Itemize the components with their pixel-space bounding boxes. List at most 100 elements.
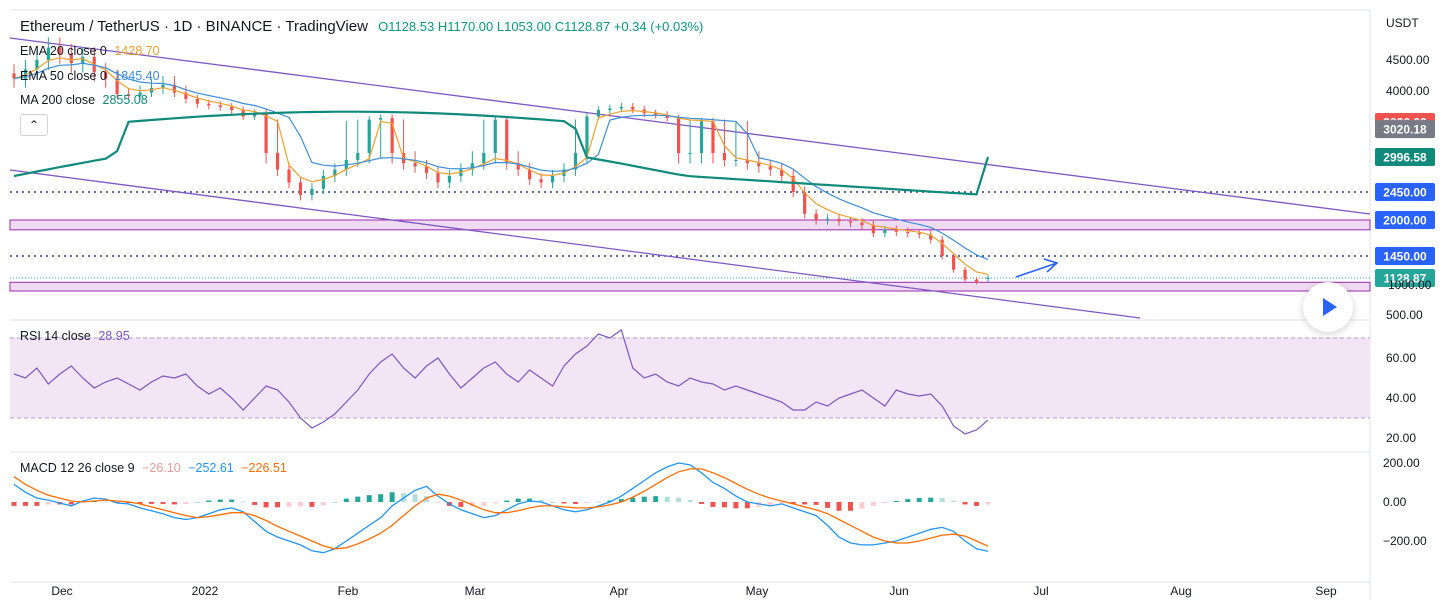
candle (172, 84, 177, 93)
price-tag (1375, 148, 1435, 166)
candle (585, 116, 589, 153)
legend-ma200[interactable]: MA 200 close 2855.08 (20, 93, 148, 107)
play-icon (1323, 298, 1337, 316)
candle (367, 119, 371, 153)
macd-histogram-bar (366, 495, 372, 502)
macd-histogram-bar (297, 502, 303, 507)
legend-rsi-value: 28.95 (98, 329, 130, 343)
price-tag-label: 1128.87 (1384, 272, 1427, 286)
macd-histogram-bar (974, 502, 980, 506)
macd-histogram-bar (767, 502, 773, 506)
candle (253, 113, 257, 117)
macd-tick-label: 200.00 (1383, 456, 1420, 470)
candle (447, 175, 452, 183)
macd-histogram-bar (538, 500, 544, 502)
price-tag (1375, 211, 1435, 229)
candle (493, 119, 497, 153)
macd-histogram-bar (859, 502, 865, 509)
legend-macd[interactable]: MACD 12 26 close 9 −26.10 −252.61 −226.5… (20, 461, 287, 475)
price-tag-label: 1000.00 (1388, 278, 1432, 292)
candle (35, 60, 39, 70)
legend-ma200-name: MA 200 close (20, 93, 96, 107)
candle (860, 222, 864, 226)
legend-macd-line: −252.61 (188, 461, 234, 475)
price-tag-label: 3020.18 (1383, 123, 1427, 137)
legend-ema20-value: 1428.70 (114, 44, 160, 58)
macd-histogram-bar (504, 500, 510, 502)
x-axis-label: Aug (1170, 584, 1191, 598)
macd-histogram-bar (836, 502, 842, 511)
x-axis-label: Dec (51, 584, 72, 598)
macd-histogram-bar (699, 502, 705, 504)
macd-histogram-bar (687, 500, 693, 502)
macd-histogram-bar (641, 496, 647, 502)
candle (848, 221, 853, 223)
x-axis-label: Jun (889, 584, 908, 598)
candle (321, 175, 325, 189)
macd-histogram-bar (962, 502, 968, 505)
price-tick-label: 4500.00 (1386, 53, 1430, 67)
rsi-tick-label: 60.00 (1386, 351, 1416, 365)
macd-histogram-bar (893, 501, 899, 503)
macd-histogram-bar (584, 502, 590, 503)
candle (12, 73, 16, 79)
ma200-line (13, 110, 990, 196)
candle (803, 192, 807, 214)
macd-histogram-bar (802, 502, 808, 505)
macd-histogram-bar (263, 502, 269, 508)
macd-histogram-bar (905, 499, 911, 502)
macd-histogram-bar (561, 502, 567, 504)
x-axis-label: Apr (610, 584, 629, 598)
legend-rsi[interactable]: RSI 14 close 28.95 (20, 329, 130, 343)
macd-histogram-bar (618, 499, 624, 502)
candle (757, 163, 761, 167)
macd-histogram-bar (744, 502, 750, 509)
macd-histogram-bar (916, 498, 922, 502)
candle (986, 278, 990, 279)
candle (814, 213, 818, 220)
legend-macd-name: MACD 12 26 close 9 (20, 461, 135, 475)
candle (23, 69, 28, 79)
candle (573, 152, 578, 170)
macd-histogram-bar (458, 502, 464, 507)
candle (906, 231, 910, 234)
candle (734, 159, 738, 161)
candle (470, 163, 474, 170)
rsi-tick-label: 40.00 (1386, 391, 1416, 405)
replay-play-button[interactable] (1303, 282, 1353, 332)
price-tag-label: 1450.00 (1383, 250, 1427, 264)
macd-histogram-bar (653, 496, 659, 502)
candle (745, 159, 749, 164)
candle (230, 106, 234, 111)
rsi-tick-label: 20.00 (1386, 431, 1416, 445)
candle (161, 84, 165, 88)
macd-histogram-bar (572, 502, 578, 504)
macd-histogram-bar (378, 494, 384, 502)
forecast-arrow[interactable] (1015, 258, 1059, 278)
price-tag (1375, 120, 1435, 139)
candle (379, 118, 383, 120)
candle (929, 234, 933, 240)
candle (69, 53, 73, 64)
legend-collapse-button[interactable]: ⌃ (20, 114, 48, 136)
candle (310, 188, 314, 196)
candle (825, 218, 830, 220)
legend-macd-signal: −226.51 (241, 461, 287, 475)
candle (275, 152, 280, 170)
legend-ema20[interactable]: EMA 20 close 0 1428.70 (20, 44, 160, 58)
candle (218, 105, 222, 107)
legend-ema50[interactable]: EMA 50 close 0 1845.40 (20, 69, 160, 83)
macd-histogram-bar (515, 498, 521, 502)
candle (264, 113, 268, 153)
legend-ema50-value: 1845.40 (114, 69, 160, 83)
candle (699, 121, 704, 153)
macd-histogram-bar (171, 502, 177, 505)
macd-histogram-bar (149, 502, 155, 504)
symbol-title: Ethereum / TetherUS · 1D · BINANCE · Tra… (20, 18, 368, 35)
macd-histogram-bar (343, 498, 349, 502)
ema20-line (13, 57, 989, 275)
trendline-lower (9, 169, 1141, 319)
candle (871, 225, 876, 234)
candle (780, 169, 784, 176)
